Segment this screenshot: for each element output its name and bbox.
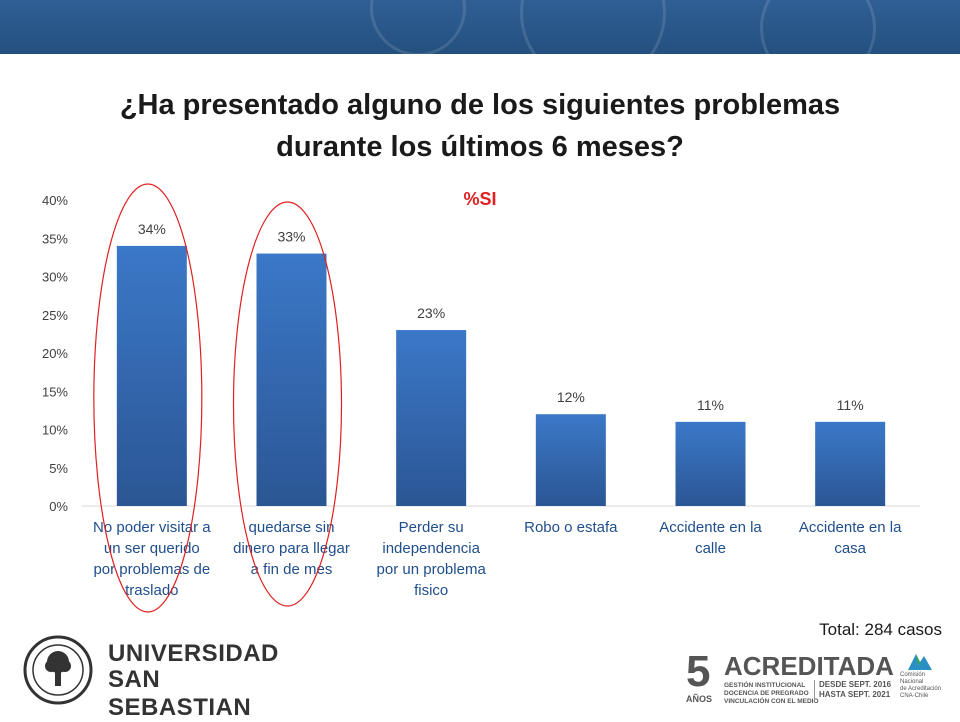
data-label: 33% [277, 229, 305, 245]
accreditation-date: DESDE SEPT. 2016 [819, 680, 892, 689]
bar-chart: 0% 5% 10% 15% 20% 25% 30% 35% 40% 34% 33% 23% 12% 11… [42, 183, 920, 613]
y-tick-label: 15% [42, 384, 68, 399]
data-label: 11% [697, 397, 724, 413]
y-tick-label: 0% [49, 499, 68, 514]
x-tick-label: dinero para llegar [233, 540, 350, 557]
x-tick-label: un ser querido [104, 540, 200, 557]
data-label: 23% [417, 305, 445, 321]
cna-line: CNA-Chile [900, 693, 929, 699]
banner-decoration [520, 0, 666, 54]
y-tick-label: 10% [42, 423, 68, 438]
y-tick-label: 25% [42, 308, 68, 323]
x-tick-label: Accidente en la [659, 519, 762, 536]
accreditation-area: DOCENCIA DE PREGRADO [724, 690, 809, 697]
university-seal-icon [23, 635, 93, 705]
accreditation-date: HASTA SEPT. 2021 [819, 690, 891, 699]
accreditation-years: 5 [686, 647, 711, 696]
bar [675, 421, 746, 506]
data-label: 11% [837, 397, 864, 413]
x-tick-label: independencia [382, 540, 480, 557]
chart-title: %SI [463, 189, 496, 209]
y-tick-label: 30% [42, 270, 68, 285]
university-name-line-1: UNIVERSIDAD [108, 640, 279, 667]
accreditation-years-label: AÑOS [686, 694, 713, 704]
y-tick-label: 5% [49, 461, 68, 476]
y-tick-label: 35% [42, 231, 68, 246]
page-title: ¿Ha presentado alguno de los siguientes … [60, 84, 900, 168]
data-label: 34% [138, 221, 166, 237]
x-tick-label: Perder su [399, 519, 464, 536]
total-cases: Total: 284 casos [819, 620, 942, 639]
x-tick-label: fisico [414, 582, 448, 599]
highlight-ellipse [93, 183, 203, 613]
bar [815, 421, 886, 506]
university-logo: UNIVERSIDAD SAN SEBASTIAN [22, 634, 278, 721]
title-line-1: ¿Ha presentado alguno de los siguientes … [119, 89, 841, 121]
accreditation-title: ACREDITADA [724, 651, 894, 681]
university-name-line-2: SAN SEBASTIAN [108, 666, 252, 721]
bar [256, 253, 327, 506]
x-tick-label: por problemas de [93, 561, 210, 578]
x-tick-label: a fin de mes [251, 561, 333, 578]
accreditation-area: GESTIÓN INSTITUCIONAL [724, 682, 806, 689]
highlight-ellipse [232, 201, 343, 607]
x-tick-label: No poder visitar a [93, 519, 211, 536]
x-tick-label: traslado [125, 582, 178, 599]
x-tick-label: calle [695, 540, 726, 557]
x-tick-label: casa [834, 540, 866, 557]
x-tick-label: por un problema [377, 561, 487, 578]
x-tick-label: Accidente en la [799, 519, 902, 536]
y-tick-label: 20% [42, 346, 68, 361]
cna-logo-icon [908, 654, 932, 670]
cna-text: Comisión Nacional de Acreditación CNA-Ch… [900, 672, 950, 700]
top-banner [0, 0, 960, 54]
title-line-2: durante los últimos 6 meses? [276, 131, 684, 163]
accreditation-dates: DESDE SEPT. 2016 HASTA SEPT. 2021 [814, 680, 891, 700]
accreditation-areas: GESTIÓN INSTITUCIONAL DOCENCIA DE PREGRA… [724, 682, 819, 706]
banner-decoration [760, 0, 876, 54]
bar [396, 330, 467, 506]
cna-line: de Acreditación [900, 686, 942, 692]
x-tick-label: Robo o estafa [524, 519, 618, 536]
x-tick-label: quedarse sin [249, 519, 335, 536]
banner-decoration [370, 0, 466, 54]
accreditation-area: VINCULACIÓN CON EL MEDIO [724, 698, 819, 705]
bar [116, 245, 187, 506]
cna-line: Comisión Nacional [900, 672, 926, 685]
data-label: 12% [557, 389, 585, 405]
y-tick-label: 40% [42, 193, 68, 208]
accreditation-logo: 5 AÑOS ACREDITADA GESTIÓN INSTITUCIONAL … [686, 650, 946, 710]
bar [535, 414, 606, 506]
